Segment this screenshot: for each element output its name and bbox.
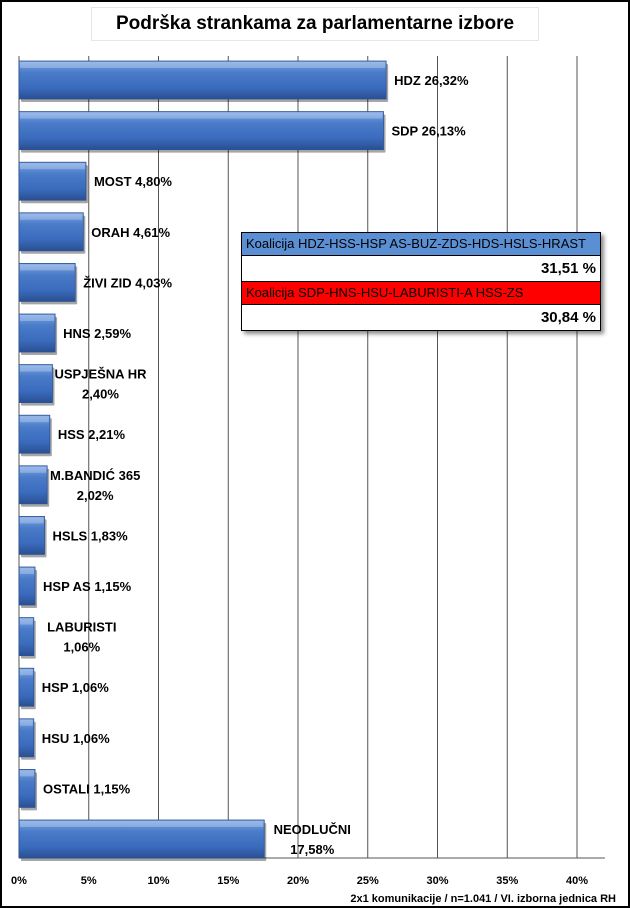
data-label: HSP 1,06% xyxy=(42,680,109,695)
data-label: SDP 26,13% xyxy=(392,124,467,139)
data-label: HDZ 26,32% xyxy=(394,73,469,88)
x-tick-label: 10% xyxy=(147,875,169,887)
bar-hsls xyxy=(18,516,45,555)
data-label: HSU 1,06% xyxy=(42,731,110,746)
bar-hdz xyxy=(18,60,387,100)
bar-uspje-na-hr xyxy=(18,364,53,404)
bar-highlight xyxy=(20,213,83,220)
data-label: HSLS 1,83% xyxy=(53,528,129,543)
data-label: HNS 2,59% xyxy=(63,326,131,341)
x-tick-label: 35% xyxy=(496,875,518,887)
data-label: OSTALI 1,15% xyxy=(43,781,131,796)
data-label: HSS 2,21% xyxy=(58,427,126,442)
data-label: ŽIVI ZID 4,03% xyxy=(83,275,172,290)
x-tick-label: 0% xyxy=(11,875,27,887)
bar-laburisti xyxy=(18,617,35,656)
bar-highlight xyxy=(20,669,33,676)
bar-orah xyxy=(18,212,84,252)
bar-highlight xyxy=(20,821,264,827)
data-label: MOST 4,80% xyxy=(94,174,172,189)
x-axis-ticks: 0% 5% 10% 15% 20% 25% 30% 35% 40% xyxy=(11,875,588,887)
bar-highlight xyxy=(20,466,47,473)
bar-highlight xyxy=(20,365,52,372)
bar-labels: HDZ 26,32% SDP 26,13% MOST 4,80% ORAH 4,61%… xyxy=(42,73,469,857)
coalition-1-value: 31,51 % xyxy=(242,256,600,282)
data-label: HSP AS 1,15% xyxy=(43,579,132,594)
x-tick-label: 5% xyxy=(81,875,97,887)
chart-title: Podrška strankama za parlamentarne izbor… xyxy=(92,8,538,40)
bar-highlight xyxy=(20,770,35,777)
data-label: ORAH 4,61% xyxy=(91,225,170,240)
coalition-table: Koalicija HDZ-HSS-HSP AS-BUZ-ZDS-HDS-HSL… xyxy=(241,232,601,331)
coalition-2-name: Koalicija SDP-HNS-HSU-LABURISTI-A HSS-ZS xyxy=(242,282,600,305)
bar-highlight xyxy=(20,719,33,726)
x-tick-label: 15% xyxy=(217,875,239,887)
bar-highlight xyxy=(20,416,49,423)
bar-hsu xyxy=(18,718,35,758)
data-label: NEODLUČNI 17,58% xyxy=(274,822,351,857)
coalition-2-value: 30,84 % xyxy=(540,309,596,326)
bars xyxy=(18,60,389,861)
bar-hsp-as xyxy=(18,566,36,606)
data-label: LABURISTI 1,06% xyxy=(47,620,116,655)
bar-highlight xyxy=(20,568,35,574)
bar-most xyxy=(18,161,87,201)
bar-highlight xyxy=(20,62,386,68)
coalition-1-name: Koalicija HDZ-HSS-HSP AS-BUZ-ZDS-HDS-HSL… xyxy=(242,233,600,256)
bar--ivi-zid xyxy=(18,262,76,302)
bar-hss xyxy=(18,414,51,454)
data-label: USPJEŠNA HR 2,40% xyxy=(54,367,147,402)
source-note: 2x1 komunikacije / n=1.041 / VI. izborna… xyxy=(350,893,616,905)
data-label: M.BANDIĆ 365 2,02% xyxy=(50,468,140,503)
bar-highlight xyxy=(20,315,55,321)
bar-ostali xyxy=(18,769,36,808)
bar-highlight xyxy=(20,163,85,170)
x-tick-label: 40% xyxy=(566,875,588,887)
bar-neodlu-ni xyxy=(18,819,265,859)
bar-highlight xyxy=(20,264,75,271)
x-tick-label: 25% xyxy=(357,875,379,887)
bar-highlight xyxy=(20,517,44,524)
x-tick-label: 20% xyxy=(287,875,309,887)
bar-hns xyxy=(18,313,56,353)
x-tick-label: 30% xyxy=(426,875,448,887)
bar-highlight xyxy=(20,618,33,625)
bar-highlight xyxy=(20,112,383,119)
bar-m-bandi-365 xyxy=(18,465,48,505)
bar-hsp xyxy=(18,667,35,707)
bar-sdp xyxy=(18,111,384,150)
